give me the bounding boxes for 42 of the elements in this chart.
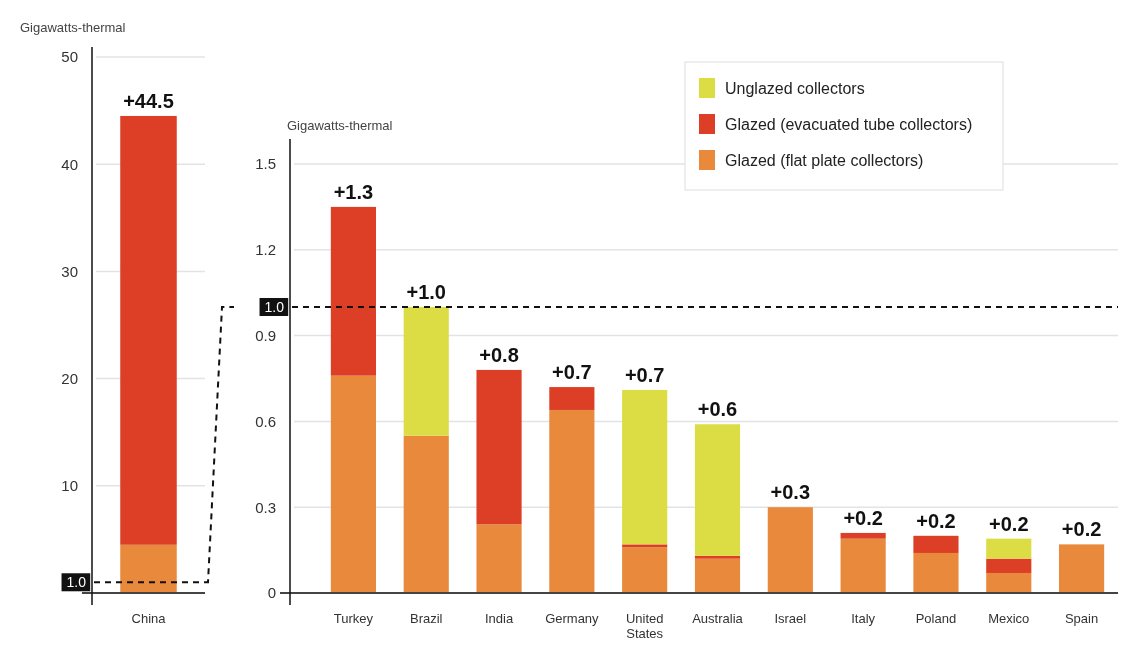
total-label: +0.8 bbox=[479, 343, 519, 366]
y-tick-label: 0.9 bbox=[255, 326, 276, 344]
total-label: +1.3 bbox=[333, 180, 374, 203]
total-label: +0.2 bbox=[1061, 518, 1102, 541]
y-tick-label: 0.3 bbox=[255, 498, 276, 516]
x-tick-label: Australia bbox=[692, 611, 744, 626]
y-tick-label: 50 bbox=[61, 48, 78, 66]
y-tick-label: 0.6 bbox=[255, 412, 276, 430]
total-label: +0.3 bbox=[770, 481, 811, 504]
y-tick-label: 1.5 bbox=[255, 155, 276, 173]
total-label: +0.2 bbox=[843, 506, 883, 529]
y-tick-label: 10 bbox=[61, 477, 78, 495]
y-tick-label: 1.2 bbox=[255, 241, 276, 259]
legend-label: Glazed (flat plate collectors) bbox=[725, 152, 924, 169]
ref-line-label: 1.0 bbox=[264, 299, 285, 315]
x-tick-label: Spain bbox=[1064, 611, 1099, 626]
total-label: +1.0 bbox=[406, 281, 446, 303]
ref-line-label: 1.0 bbox=[66, 574, 87, 591]
legend-label: Unglazed collectors bbox=[725, 80, 865, 97]
x-tick-label: Germany bbox=[545, 611, 600, 626]
x-tick-label: Israel bbox=[774, 611, 807, 626]
total-label: +0.2 bbox=[989, 512, 1029, 535]
legend-label: Glazed (evacuated tube collectors) bbox=[725, 116, 973, 133]
total-label: +0.6 bbox=[697, 398, 738, 421]
x-tick-label: Italy bbox=[851, 611, 876, 626]
x-tick-label: United States bbox=[625, 611, 664, 641]
y-axis-title: Gigawatts-thermal bbox=[287, 118, 393, 133]
total-label: +0.7 bbox=[552, 361, 592, 384]
x-tick-label: Mexico bbox=[988, 611, 1030, 626]
x-tick-label: Poland bbox=[915, 611, 957, 626]
x-tick-label: China bbox=[131, 611, 167, 626]
y-tick-label: 20 bbox=[61, 369, 78, 387]
total-label: +0.2 bbox=[916, 509, 956, 532]
y-tick-label: 0 bbox=[267, 584, 276, 602]
y-axis-title: Gigawatts-thermal bbox=[20, 20, 126, 35]
y-tick-label: 40 bbox=[61, 155, 78, 173]
total-label: +0.7 bbox=[624, 363, 665, 386]
x-tick-label: Turkey bbox=[333, 611, 374, 626]
x-tick-label: Brazil bbox=[409, 611, 443, 626]
y-tick-label: 30 bbox=[61, 262, 78, 280]
total-label: +44.5 bbox=[123, 89, 174, 112]
x-tick-label: India bbox=[484, 611, 514, 626]
